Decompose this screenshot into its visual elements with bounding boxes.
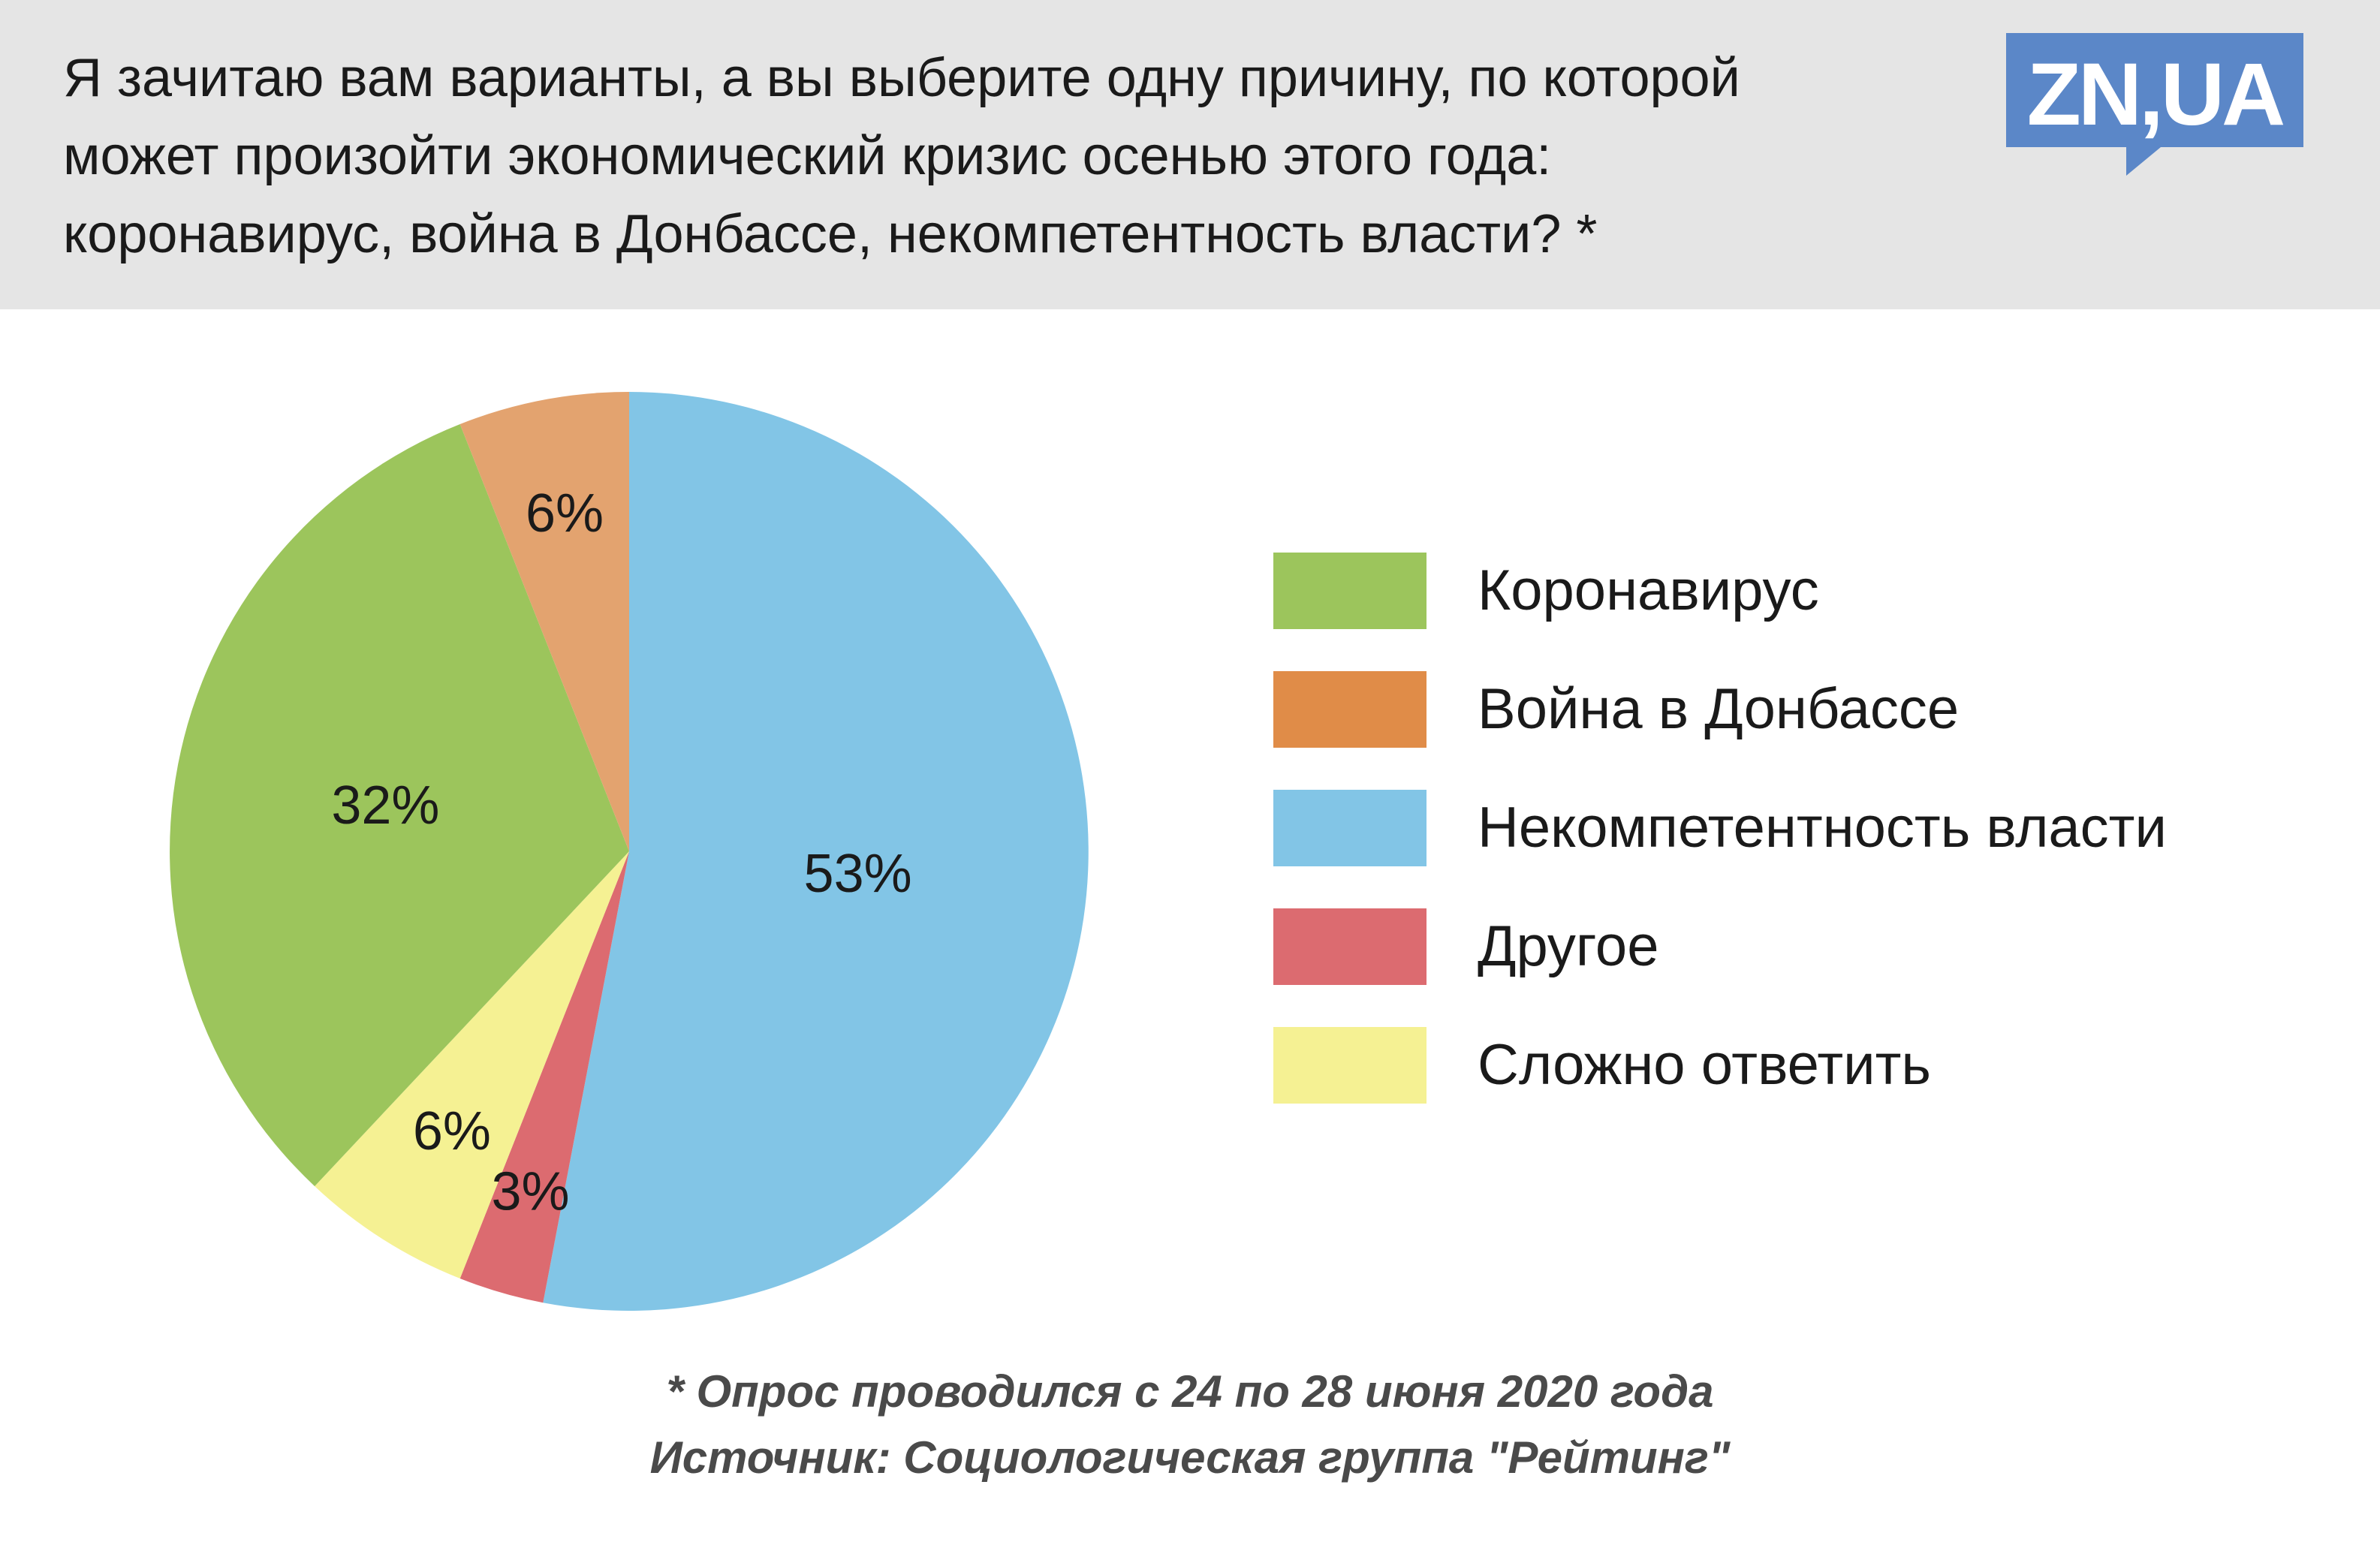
pie-slice-hard-to-answer — [315, 851, 629, 1278]
slice-label-other: 3% — [491, 1162, 569, 1222]
slice-label-war-in-donbas: 6% — [526, 483, 604, 544]
title-line-1: Я зачитаю вам варианты, а вы выберите од… — [63, 48, 1740, 108]
zn-ua-logo: ZN,UA — [2006, 33, 2303, 176]
legend-swatch-incompetence — [1273, 790, 1426, 866]
legend-swatch-coronavirus — [1273, 553, 1426, 629]
legend-label-hard-to-answer: Сложно ответить — [1478, 1033, 1932, 1097]
footnote-survey-dates: * Опрос проводился с 24 по 28 июня 2020 … — [666, 1366, 1714, 1417]
legend-label-other: Другое — [1478, 914, 1659, 978]
legend-item-incompetence: Некомпетентность власти — [1273, 790, 2339, 866]
slice-label-incompetence: 53% — [804, 844, 912, 904]
logo-text: ZN,UA — [2027, 45, 2284, 144]
legend-swatch-hard-to-answer — [1273, 1027, 1426, 1104]
legend-swatch-other — [1273, 908, 1426, 985]
pie-slice-other — [459, 851, 629, 1303]
chart-legend: Коронавирус Война в Донбассе Некомпетентно… — [1273, 553, 2339, 1108]
footnote-source: Источник: Социологическая группа "Рейтин… — [649, 1432, 1731, 1483]
legend-label-coronavirus: Коронавирус — [1478, 559, 1819, 622]
legend-item-hard-to-answer: Сложно ответить — [1273, 1027, 2339, 1104]
header-banner: Я зачитаю вам варианты, а вы выберите од… — [0, 0, 2380, 309]
pie-chart: 53%3%6%32%6% — [170, 392, 1089, 1311]
legend-swatch-war-in-donbas — [1273, 671, 1426, 748]
pie-slice-coronavirus — [170, 424, 629, 1187]
legend-label-war-in-donbas: Война в Донбассе — [1478, 677, 1960, 741]
slice-label-coronavirus: 32% — [331, 776, 439, 836]
pie-slice-incompetence — [543, 392, 1089, 1311]
footnote: * Опрос проводился с 24 по 28 июня 2020 … — [0, 1359, 2380, 1491]
legend-item-other: Другое — [1273, 908, 2339, 985]
legend-label-incompetence: Некомпетентность власти — [1478, 796, 2167, 860]
legend-item-coronavirus: Коронавирус — [1273, 553, 2339, 629]
slice-label-hard-to-answer: 6% — [413, 1101, 491, 1161]
title-line-2: может произойти экономический кризис осе… — [63, 126, 1552, 186]
chart-title: Я зачитаю вам варианты, а вы выберите од… — [63, 39, 1985, 273]
pie-slice-war-in-donbas — [459, 392, 629, 851]
title-line-3: коронавирус, война в Донбассе, некомпете… — [63, 204, 1598, 264]
legend-item-war-in-donbas: Война в Донбассе — [1273, 671, 2339, 748]
logo-speech-bubble — [2006, 33, 2303, 176]
